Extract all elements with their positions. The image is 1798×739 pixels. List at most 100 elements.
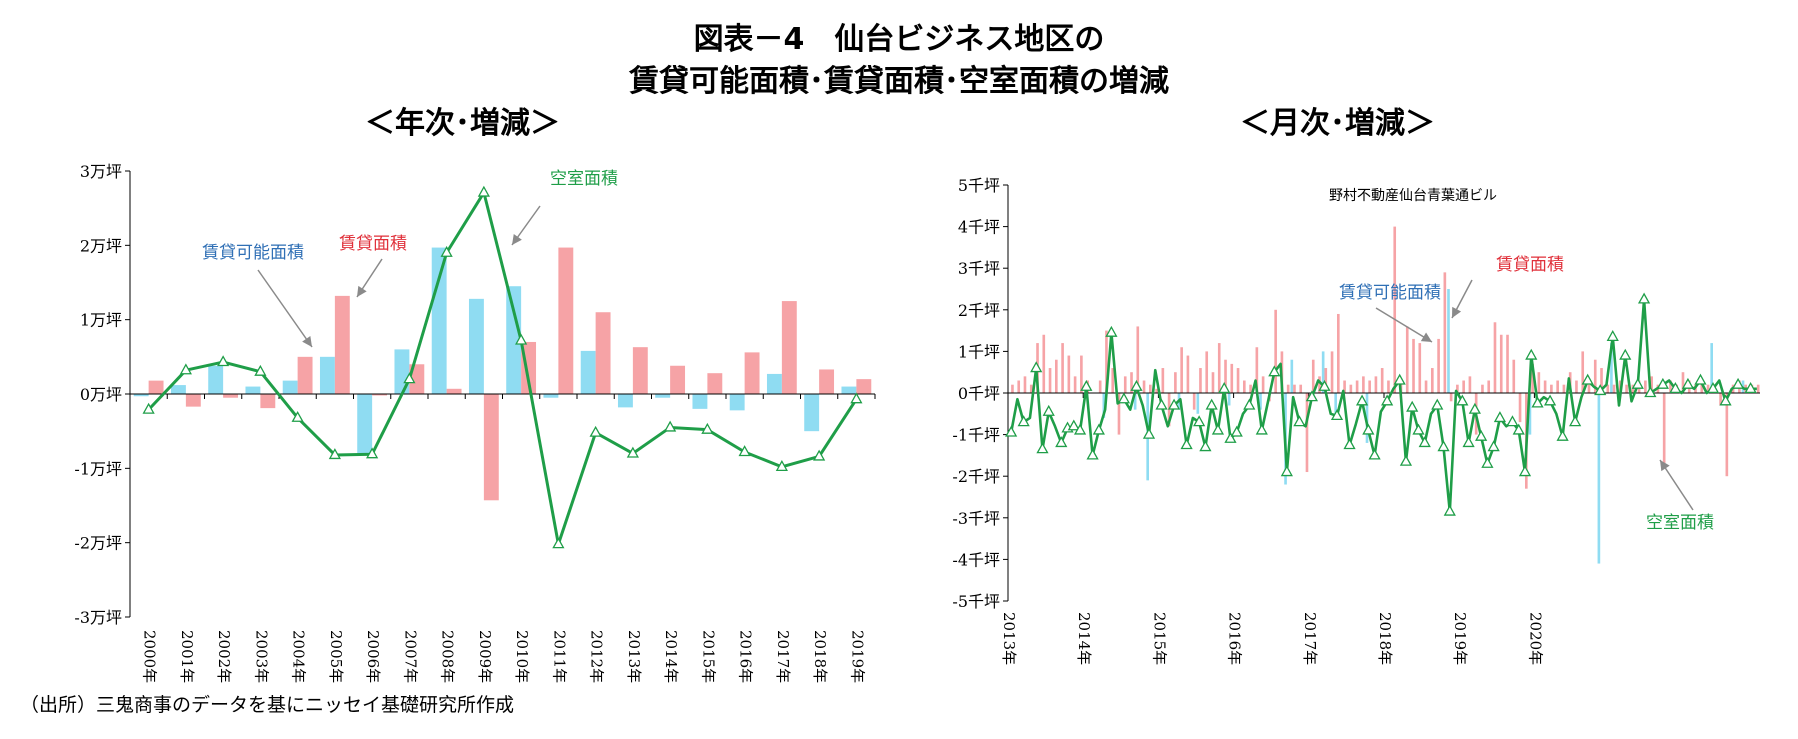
annual-available-bar — [431, 247, 447, 394]
monthly-y-tick-label: 3千坪 — [958, 259, 1000, 278]
monthly-vacant-point — [1412, 423, 1425, 435]
monthly-leased-bar — [1105, 330, 1108, 393]
monthly-vacant-point — [1694, 373, 1707, 385]
monthly-leased-bar — [1418, 343, 1422, 393]
monthly-leased-bar — [1719, 393, 1722, 406]
monthly-vacant-point — [1644, 386, 1657, 398]
monthly-vacant-point — [1594, 384, 1607, 396]
monthly-y-tick-label: -1千坪 — [952, 426, 1000, 445]
annual-x-tick-label: 2019年 — [848, 630, 866, 683]
annual-leased-bar — [595, 312, 611, 394]
monthly-leased-bar — [1374, 376, 1378, 393]
annual-available-bar — [543, 394, 559, 398]
monthly-leased-bar — [1167, 393, 1171, 427]
annual-x-tick-label: 2006年 — [364, 630, 382, 683]
monthly-leased-bar — [1349, 384, 1353, 393]
monthly-vacant-point — [1086, 448, 1099, 460]
monthly-available-bar — [1528, 393, 1532, 435]
monthly-leased-bar — [1725, 393, 1729, 477]
annual-vacant-point — [515, 333, 528, 345]
monthly-leased-bar — [1180, 347, 1183, 393]
monthly-leased-bar — [1299, 384, 1303, 393]
monthly-available-bar — [1334, 393, 1337, 414]
annual-leased-arrow-head — [357, 285, 367, 297]
annual-leased-bar — [372, 394, 388, 396]
annual-leased-bar — [819, 369, 835, 394]
chart-title-line1: 図表－4 仙台ビジネス地区の — [693, 22, 1105, 57]
monthly-leased-bar — [1631, 384, 1635, 393]
monthly-vacant-point — [1393, 373, 1406, 385]
monthly-available-bar — [1133, 393, 1137, 410]
annual-leased-bar — [223, 394, 239, 398]
monthly-vacant-point — [1493, 411, 1507, 423]
monthly-leased-bar — [1311, 359, 1315, 393]
monthly-leased-bar — [1337, 313, 1340, 393]
monthly-leased-bar — [1437, 338, 1440, 393]
annual-x-tick-label: 2005年 — [327, 630, 345, 683]
monthly-leased-bar — [1142, 380, 1146, 393]
monthly-leased-bar — [1700, 380, 1704, 393]
monthly-vacant-point — [1017, 415, 1030, 427]
monthly-vacant-point — [1155, 398, 1168, 410]
annual-vacant-point — [440, 245, 453, 257]
annual-x-tick-label: 2004年 — [290, 630, 308, 683]
annual-leased-bar — [781, 301, 797, 394]
monthly-vacant-point — [1431, 398, 1444, 410]
monthly-leased-bar — [1230, 363, 1234, 393]
monthly-available-bar — [1102, 393, 1106, 418]
monthly-leased-bar — [1330, 351, 1334, 393]
monthly-vacant-arrow-head — [1660, 460, 1670, 472]
monthly-leased-bar — [1161, 368, 1165, 393]
monthly-leased-bar — [1111, 368, 1115, 393]
annual-leased-bar — [632, 347, 648, 394]
monthly-vacant-point — [1280, 465, 1293, 477]
monthly-vacant-point — [1042, 404, 1055, 416]
annual-available-bar — [804, 394, 820, 432]
annual-x-tick-label: 2015年 — [699, 630, 717, 683]
annual-y-tick-label: 1万坪 — [80, 311, 122, 330]
annual-x-tick-label: 2002年 — [215, 630, 233, 683]
chart-title-line2: 賃貸可能面積･賃貸面積･空室面積の増減 — [629, 64, 1169, 99]
annual-y-tick-label: -1万坪 — [74, 459, 122, 478]
annual-available-bar — [655, 394, 671, 398]
monthly-available-annotation: 賃貸可能面積 — [1339, 283, 1441, 303]
annual-vacant-point — [813, 449, 826, 461]
monthly-leased-bar — [1412, 338, 1415, 393]
monthly-y-tick-label: 4千坪 — [958, 218, 1000, 237]
monthly-vacant-point — [1180, 438, 1193, 450]
monthly-leased-bar — [1543, 380, 1547, 393]
monthly-available-bar — [1710, 343, 1713, 393]
monthly-leased-bar — [1224, 359, 1227, 393]
annual-x-tick-label: 2016年 — [737, 630, 755, 683]
monthly-leased-bar — [1098, 380, 1102, 393]
monthly-vacant-point — [1456, 394, 1469, 406]
monthly-leased-bar — [1362, 376, 1365, 393]
annual-y-tick-label: 2万坪 — [80, 236, 122, 255]
annual-x-tick-label: 2018年 — [811, 630, 829, 683]
annual-available-arrow-head — [302, 335, 312, 347]
annual-vacant-point — [626, 446, 639, 458]
monthly-vacant-point — [1556, 429, 1569, 441]
monthly-available-arrow — [1375, 307, 1433, 343]
monthly-leased-bar — [1393, 226, 1397, 393]
monthly-leased-bar — [1493, 322, 1497, 393]
monthly-available-bar — [1259, 393, 1262, 410]
monthly-vacant-point — [1437, 440, 1450, 452]
monthly-x-tick-label: 2019年 — [1451, 612, 1469, 665]
monthly-vacant-point — [1130, 379, 1143, 391]
monthly-vacant-point — [1581, 373, 1594, 385]
monthly-vacant-point — [1631, 377, 1644, 389]
annual-leased-bar — [297, 356, 313, 394]
monthly-leased-bar — [1449, 393, 1453, 402]
monthly-leased-bar — [1443, 272, 1447, 393]
monthly-vacant-point — [1569, 415, 1582, 427]
monthly-leased-bar — [1625, 384, 1628, 393]
monthly-vacant-point — [1193, 415, 1206, 427]
monthly-leased-bar — [1531, 363, 1534, 393]
annual-leased-bar — [856, 379, 872, 394]
monthly-leased-bar — [1556, 380, 1559, 393]
monthly-vacant-point — [1619, 348, 1632, 360]
monthly-y-tick-label: 1千坪 — [958, 342, 1000, 361]
right-subtitle: ＜月次･増減＞ — [1240, 106, 1435, 141]
